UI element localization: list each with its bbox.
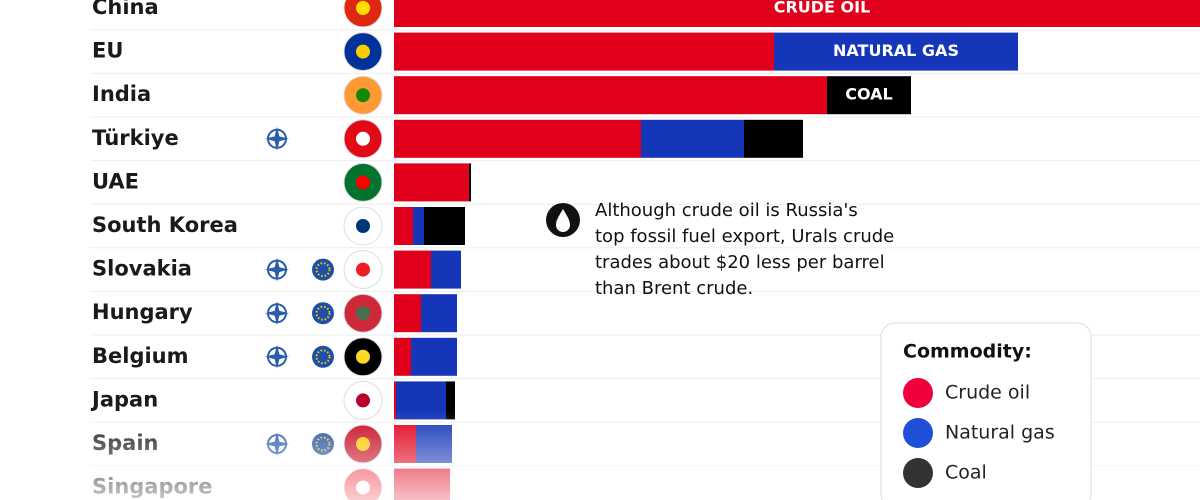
flag-detail: [356, 88, 370, 103]
category-label: Hungary: [92, 300, 193, 324]
annotation-line: Although crude oil is Russia's: [595, 200, 858, 221]
category-label: China: [92, 0, 159, 19]
bar-segment: [827, 76, 911, 115]
eu-icon: [312, 345, 334, 368]
legend-label: Natural gas: [945, 422, 1055, 444]
bar-segment: [446, 381, 455, 420]
legend-swatch: [903, 418, 933, 448]
bar-label: CRUDE OIL: [774, 0, 871, 17]
bar-segment: [431, 250, 461, 289]
bar-segment: [641, 119, 744, 158]
bar-segment: [744, 119, 803, 158]
category-label: Japan: [90, 387, 158, 411]
bar-segment: [394, 0, 1200, 27]
bar-segment: [394, 163, 469, 202]
flag-detail: [356, 262, 370, 277]
legend-title: Commodity:: [903, 341, 1032, 363]
flag-detail: [356, 349, 370, 364]
flag-detail: [356, 306, 370, 321]
bar-segment: [421, 294, 457, 333]
eu-stars: [315, 349, 331, 365]
nato-star: [265, 301, 289, 326]
flag-detail: [356, 393, 370, 408]
bar-segment: [469, 163, 471, 202]
legend-label: Crude oil: [945, 382, 1030, 404]
bar-segment: [413, 207, 424, 245]
annotation-line: than Brent crude.: [595, 278, 753, 299]
category-label: Belgium: [92, 344, 189, 368]
bar-segment: [394, 207, 413, 245]
legend: Commodity: Crude oil Natural gas Coal: [880, 322, 1092, 500]
drop-icon: [556, 209, 570, 232]
nato-star: [265, 344, 289, 369]
eu-stars: [315, 262, 331, 278]
eu-stars: [315, 305, 331, 321]
bar-segment: [394, 32, 774, 71]
nato-star: [265, 257, 289, 282]
bar-segment: [394, 76, 827, 115]
flag-detail: [356, 1, 370, 15]
annotation-line: top fossil fuel export, Urals crude: [595, 226, 894, 247]
legend-box: [880, 322, 1092, 500]
bar-segment: [394, 381, 396, 420]
bar-segment: [394, 337, 411, 376]
legend-label: Coal: [945, 462, 987, 484]
bar-label: NATURAL GAS: [833, 41, 959, 60]
bar-segment: [774, 32, 1018, 71]
bar-segment: [411, 337, 457, 376]
flag-detail: [356, 219, 370, 233]
bar-segment: [394, 119, 641, 158]
eu-icon: [312, 258, 334, 281]
legend-swatch: [903, 458, 933, 488]
flag-detail: [356, 44, 370, 59]
category-label: EU: [92, 39, 123, 63]
bar-label: COAL: [845, 85, 893, 104]
bar-segment: [424, 207, 465, 245]
category-label: UAE: [92, 169, 139, 193]
bar-segment: [394, 294, 421, 333]
annotation: Although crude oil is Russia's top fossil…: [546, 200, 894, 299]
flag-detail: [356, 131, 370, 146]
category-label: India: [92, 82, 151, 106]
category-label: South Korea: [92, 213, 238, 237]
eu-icon: [312, 302, 334, 325]
bar-segment: [394, 250, 431, 289]
nato-star: [265, 126, 289, 151]
annotation-line: trades about $20 less per barrel: [595, 252, 885, 273]
flag-detail: [356, 175, 370, 190]
category-label: Türkiye: [92, 126, 179, 150]
legend-swatch: [903, 378, 933, 408]
category-label: Slovakia: [92, 257, 192, 281]
